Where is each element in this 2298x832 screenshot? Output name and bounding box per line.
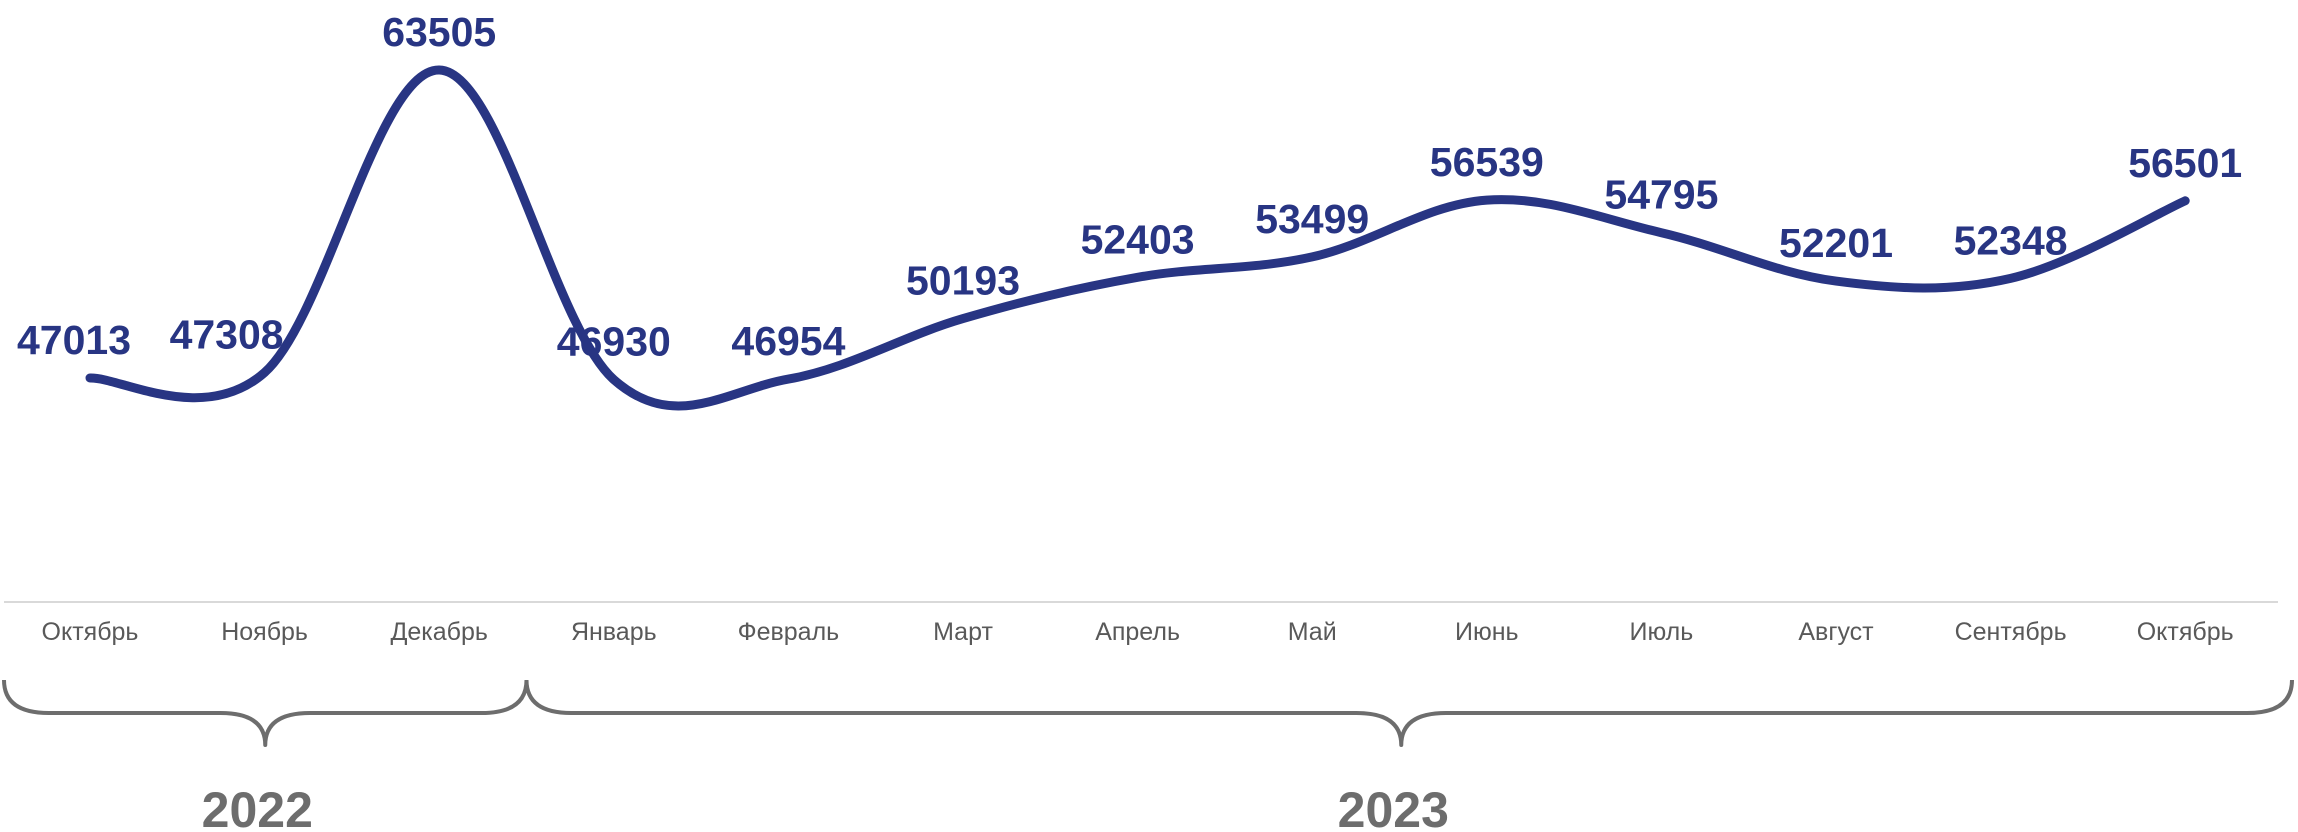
data-label: 54795 (1604, 172, 1718, 218)
x-tick-label: Февраль (738, 618, 840, 646)
series-line (85, 65, 2190, 411)
data-label: 47308 (170, 312, 284, 358)
data-label: 56539 (1430, 139, 1544, 185)
data-label: 52348 (1954, 217, 2068, 263)
year-label: 2022 (202, 782, 313, 832)
data-label: 52201 (1779, 220, 1893, 266)
x-tick-label: Сентябрь (1955, 618, 2067, 646)
data-label: 50193 (906, 258, 1020, 304)
data-label: 47013 (17, 317, 131, 363)
x-tick-label: Май (1288, 618, 1337, 646)
x-tick-label: Июль (1630, 618, 1694, 646)
x-tick-labels: Октябрь Ноябрь Декабрь Январь Февраль Март Апр… (42, 618, 2234, 646)
data-label: 56501 (2128, 140, 2242, 186)
x-tick-label: Август (1798, 618, 1874, 646)
x-tick-label: Октябрь (2137, 618, 2234, 646)
x-tick-label: Октябрь (42, 618, 139, 646)
x-tick-label: Июнь (1455, 618, 1519, 646)
data-label: 46954 (731, 318, 845, 364)
x-tick-label: Март (933, 618, 993, 646)
year-groups: 2022 2023 (2, 679, 2294, 832)
year-label: 2023 (1338, 782, 1449, 832)
year-brace (524, 679, 2294, 747)
x-tick-label: Январь (571, 618, 657, 646)
data-label: 52403 (1081, 216, 1195, 262)
x-tick-label: Ноябрь (221, 618, 308, 646)
data-label: 46930 (557, 319, 671, 365)
x-tick-label: Декабрь (390, 618, 487, 646)
data-labels: 47013 47308 63505 46930 46954 50193 52403 53499… (17, 9, 2242, 365)
year-brace (2, 679, 529, 747)
data-label: 63505 (382, 9, 496, 55)
x-tick-label: Апрель (1095, 618, 1180, 646)
data-label: 53499 (1255, 196, 1369, 242)
